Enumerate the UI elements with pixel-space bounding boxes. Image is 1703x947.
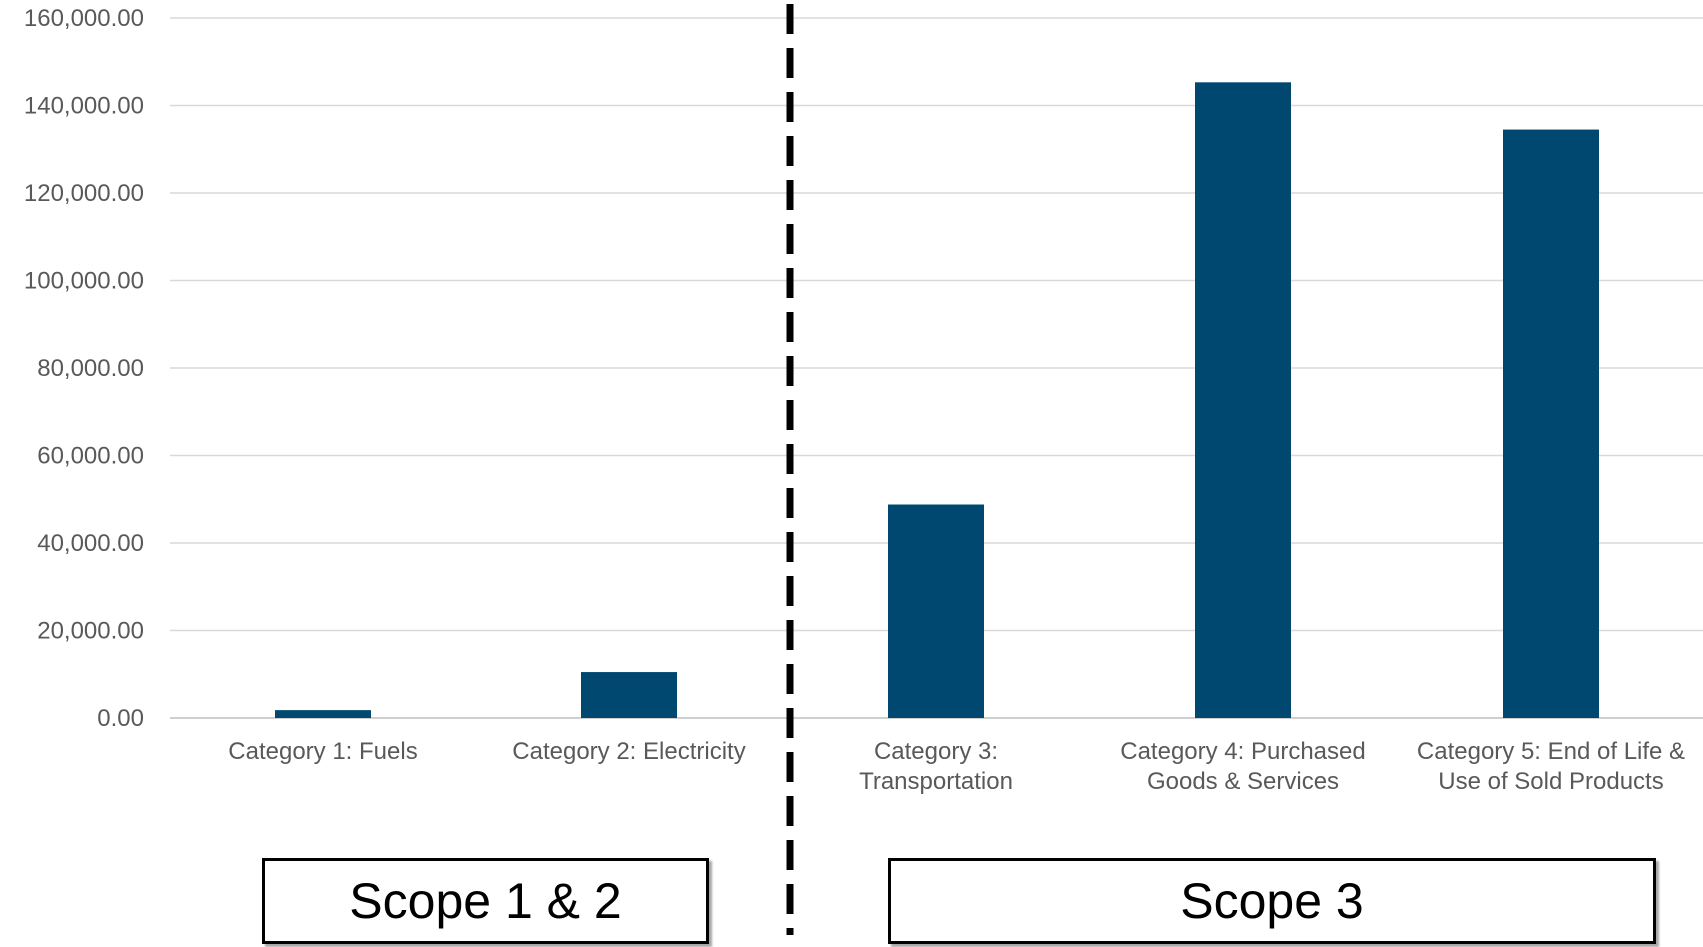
y-tick-label: 80,000.00 [37, 355, 144, 382]
y-tick-label: 20,000.00 [37, 618, 144, 645]
x-tick-label: Goods & Services [1147, 768, 1339, 795]
y-tick-label: 0.00 [97, 705, 144, 732]
x-axis-labels: Category 1: Fuels Category 2: Electricity… [228, 738, 1685, 795]
x-tick-label: Category 5: End of Life & [1417, 738, 1685, 765]
y-tick-label: 40,000.00 [37, 530, 144, 557]
bar [1503, 129, 1599, 718]
y-tick-label: 140,000.00 [24, 93, 144, 120]
bars [275, 82, 1599, 718]
y-tick-label: 100,000.00 [24, 268, 144, 295]
bar [1195, 82, 1291, 718]
x-tick-label: Category 3: [874, 738, 998, 765]
bar [275, 710, 371, 718]
x-tick-label: Category 2: Electricity [512, 738, 745, 765]
y-tick-label: 60,000.00 [37, 443, 144, 470]
scope-1-2-label: Scope 1 & 2 [262, 858, 709, 944]
scope-3-label: Scope 3 [888, 858, 1656, 944]
y-axis-ticks: 0.00 20,000.00 40,000.00 60,000.00 80,000.00… [24, 5, 144, 732]
y-tick-label: 120,000.00 [24, 180, 144, 207]
x-tick-label: Category 1: Fuels [228, 738, 417, 765]
x-tick-label: Category 4: Purchased [1120, 738, 1365, 765]
x-tick-label: Transportation [859, 768, 1013, 795]
gridlines [170, 17, 1703, 719]
bar [581, 672, 677, 718]
x-tick-label: Use of Sold Products [1438, 768, 1663, 795]
y-tick-label: 160,000.00 [24, 5, 144, 32]
bar [888, 504, 984, 718]
